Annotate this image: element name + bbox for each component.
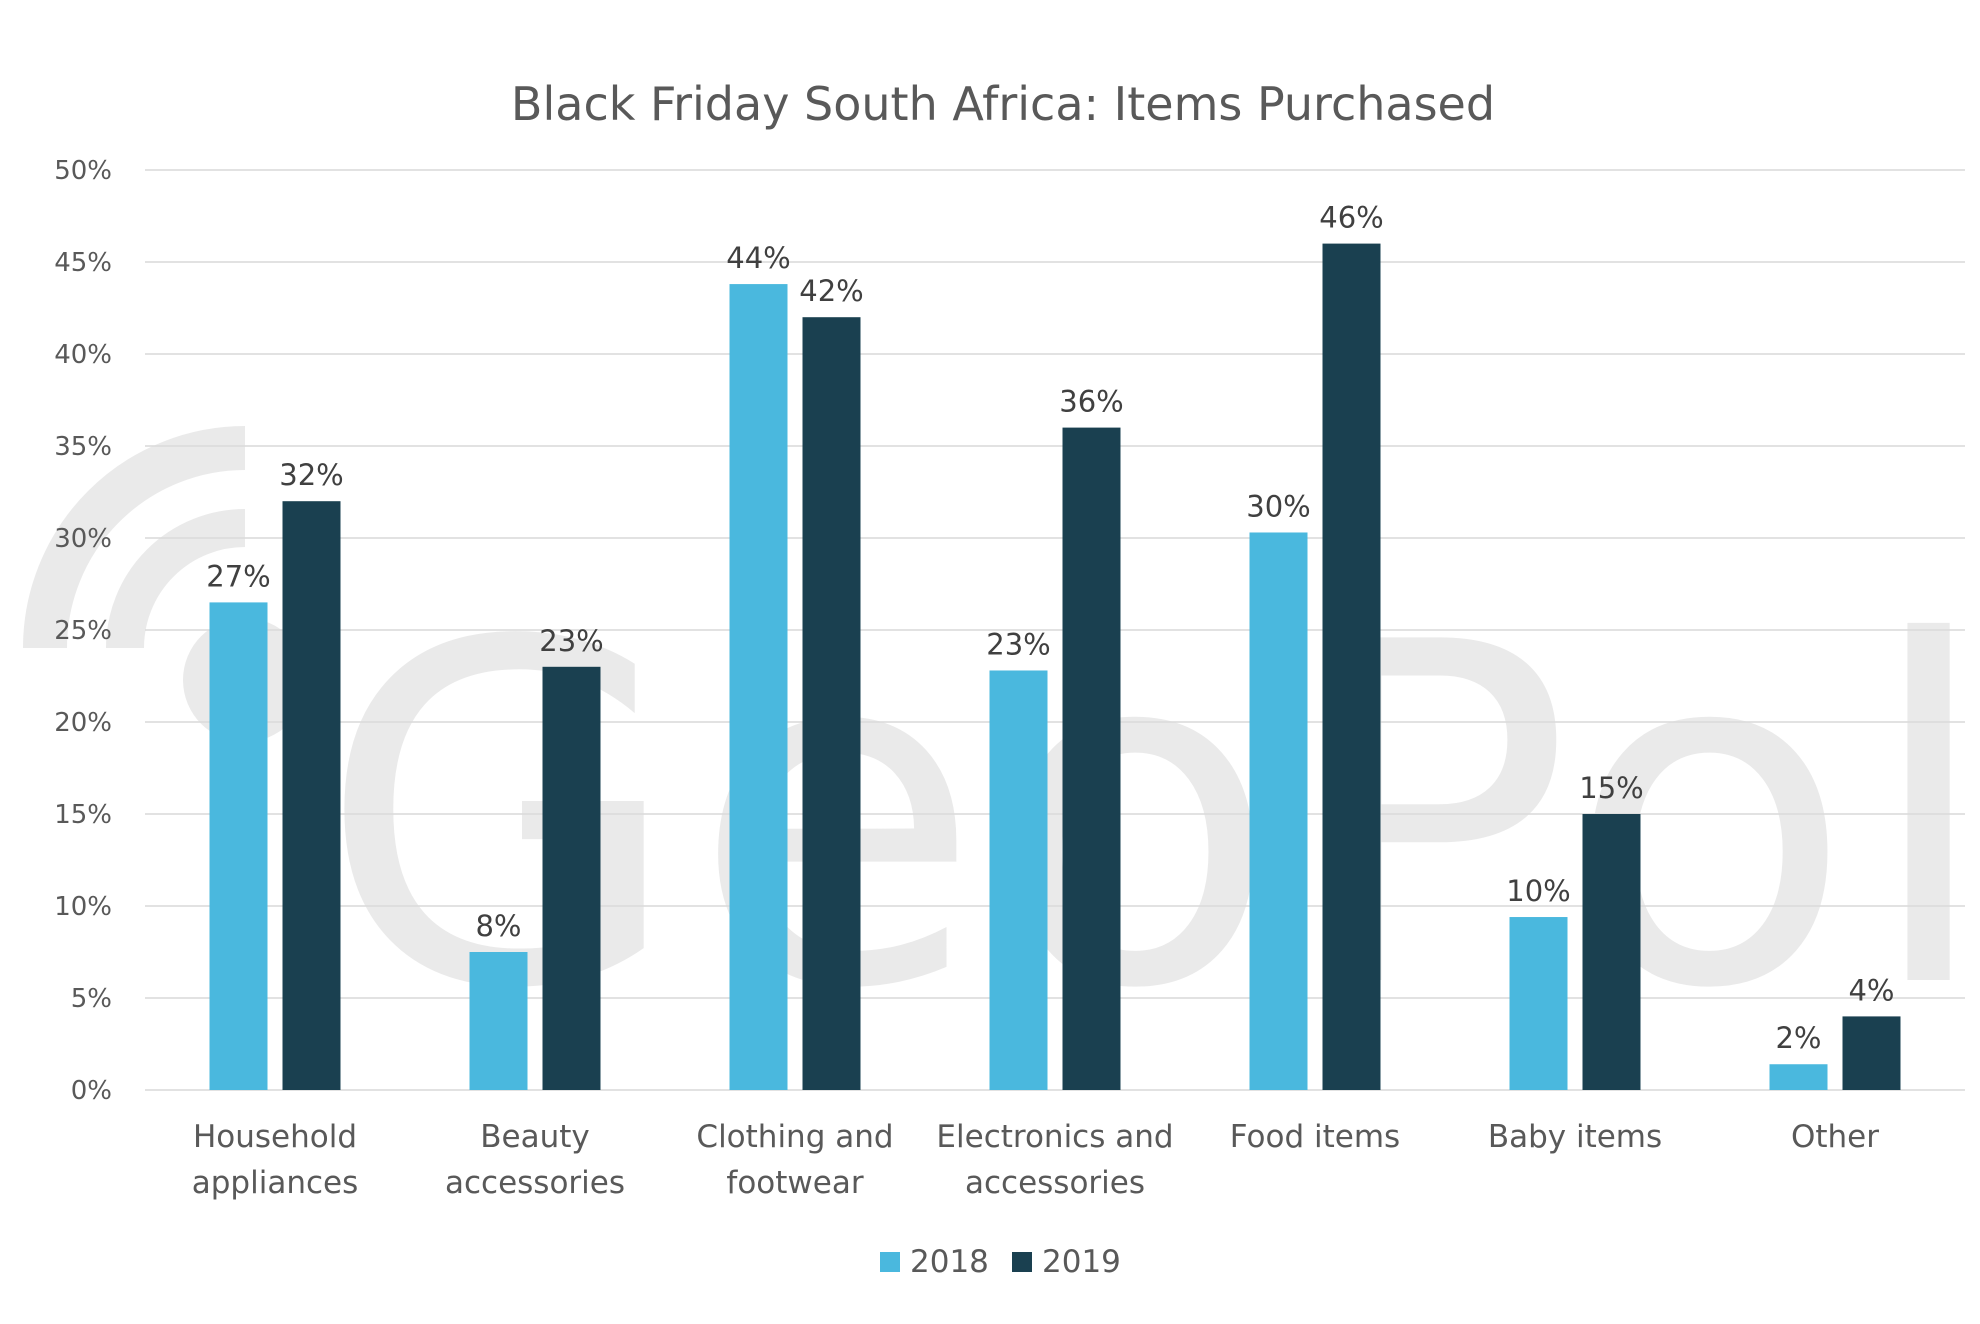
y-tick-label: 45% <box>54 248 112 278</box>
x-tick-label: Electronics and accessories <box>936 1119 1173 1201</box>
legend: 2018 2019 <box>880 1244 1121 1280</box>
x-tick-label: Household appliances <box>192 1119 359 1201</box>
bar-2019-3 <box>1062 427 1121 1091</box>
y-tick-label: 25% <box>54 616 112 646</box>
x-tick-label-line: Baby items <box>1488 1119 1662 1155</box>
x-tick-label: Clothing and footwear <box>696 1119 893 1201</box>
x-axis: Household appliances Beauty accessories Clot… <box>192 1119 1880 1201</box>
x-tick-label-line: Clothing and <box>696 1119 893 1155</box>
x-tick-label: Food items <box>1230 1119 1400 1155</box>
y-tick-label: 5% <box>71 984 112 1014</box>
gridlines <box>145 169 1965 1091</box>
x-tick-label-line: Household <box>193 1119 357 1155</box>
bars <box>209 243 1901 1091</box>
bar-2019-6 <box>1842 1016 1901 1090</box>
bar-2018-5 <box>1509 917 1568 1090</box>
data-label-2018-1: 8% <box>475 909 521 943</box>
x-tick-label-line: accessories <box>965 1165 1145 1201</box>
x-tick-label-line: Electronics and <box>936 1119 1173 1155</box>
signal-waves-icon <box>23 426 246 649</box>
x-tick-label-line: footwear <box>726 1165 863 1201</box>
chart-title: Black Friday South Africa: Items Purchas… <box>511 77 1495 131</box>
legend-swatch-2019 <box>1012 1252 1032 1272</box>
x-tick-label-line: Beauty <box>480 1119 589 1155</box>
data-label-2019-1: 23% <box>539 624 603 658</box>
x-tick-label: Other <box>1791 1119 1879 1155</box>
data-label-2018-2: 44% <box>726 241 790 275</box>
x-tick-label-line: accessories <box>445 1165 625 1201</box>
data-label-2019-0: 32% <box>279 458 343 492</box>
bar-2018-1 <box>469 952 528 1090</box>
y-tick-label: 50% <box>54 156 112 186</box>
x-tick-label-line: Food items <box>1230 1119 1400 1155</box>
x-tick-label: Beauty accessories <box>445 1119 625 1201</box>
bar-2019-1 <box>542 666 601 1090</box>
bar-2019-0 <box>282 501 341 1090</box>
y-tick-label: 10% <box>54 892 112 922</box>
x-tick-label-line: Other <box>1791 1119 1879 1155</box>
data-label-2019-6: 4% <box>1848 973 1894 1007</box>
y-tick-label: 20% <box>54 708 112 738</box>
data-label-2019-2: 42% <box>799 274 863 308</box>
data-labels: 27% 32% 8% 23% 44% 42% 23% 36% 30% 46% 10% 15% 2% 4% <box>206 201 1894 1056</box>
bar-2019-2 <box>802 317 861 1090</box>
y-tick-label: 40% <box>54 340 112 370</box>
data-label-2018-4: 30% <box>1246 489 1310 523</box>
bar-2019-5 <box>1582 814 1641 1090</box>
data-label-2018-0: 27% <box>206 559 270 593</box>
legend-label-2019: 2019 <box>1042 1244 1121 1280</box>
bar-2018-0 <box>209 602 268 1090</box>
y-axis: 0% 5% 10% 15% 20% 25% 30% 35% 40% 45% 50% <box>54 156 112 1106</box>
y-tick-label: 30% <box>54 524 112 554</box>
data-label-2018-6: 2% <box>1775 1021 1821 1055</box>
bar-2018-4 <box>1249 532 1308 1090</box>
y-tick-label: 0% <box>71 1076 112 1106</box>
bar-2018-6 <box>1769 1064 1828 1090</box>
bar-2019-4 <box>1322 243 1381 1091</box>
y-tick-label: 15% <box>54 800 112 830</box>
bar-2018-3 <box>989 670 1048 1090</box>
legend-swatch-2018 <box>880 1252 900 1272</box>
legend-label-2018: 2018 <box>910 1244 989 1280</box>
data-label-2019-3: 36% <box>1059 385 1123 419</box>
x-tick-label: Baby items <box>1488 1119 1662 1155</box>
data-label-2018-3: 23% <box>986 627 1050 661</box>
data-label-2019-4: 46% <box>1319 201 1383 235</box>
x-tick-label-line: appliances <box>192 1165 359 1201</box>
y-tick-label: 35% <box>54 432 112 462</box>
data-label-2018-5: 10% <box>1506 874 1570 908</box>
data-label-2019-5: 15% <box>1579 771 1643 805</box>
bar-2018-2 <box>729 284 788 1091</box>
